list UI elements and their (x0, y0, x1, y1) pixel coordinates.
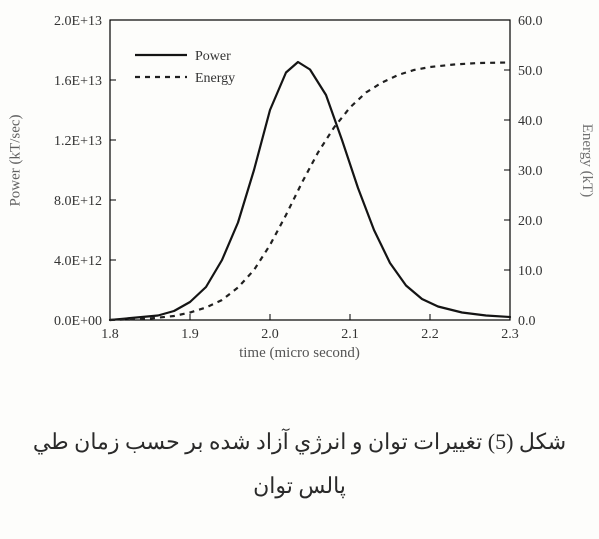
x-tick-label: 1.8 (101, 327, 119, 342)
x-tick-label: 2.2 (421, 327, 439, 342)
yl-tick-label: 0.0E+00 (54, 314, 102, 329)
yl-tick-label: 4.0E+12 (54, 254, 102, 269)
x-tick-label: 2.3 (501, 327, 519, 342)
yr-tick-label: 50.0 (518, 64, 543, 79)
x-tick-label: 1.9 (181, 327, 199, 342)
yr-tick-label: 40.0 (518, 114, 543, 129)
yr-tick-label: 30.0 (518, 164, 543, 179)
yl-tick-label: 2.0E+13 (54, 14, 102, 29)
yl-tick-label: 8.0E+12 (54, 194, 102, 209)
caption-line-1: شکل (5) تغییرات توان و انرژي آزاد شده بر… (33, 429, 566, 454)
energy-line (110, 63, 510, 321)
caption-line-2: پالس توان (253, 473, 346, 498)
x-tick-label: 2.0 (261, 327, 279, 342)
chart-svg: 1.8 1.9 2.0 2.1 2.2 2.3 0.0E+00 4.0E+12 8.0E+12 1… (0, 0, 599, 345)
yr-tick-label: 0.0 (518, 314, 536, 329)
y-axis-right-title: Energy (kT) (579, 123, 596, 196)
legend-energy-label: Energy (195, 71, 235, 86)
yr-tick-label: 10.0 (518, 264, 543, 279)
chart-container: Power (kT/sec) Energy (kT) 1.8 1.9 2.0 2.1 2… (0, 0, 599, 380)
legend-power-label: Power (195, 49, 231, 64)
y-axis-right-title-container: Energy (kT) (577, 0, 597, 320)
y-axis-left-title: Power (kT/sec) (8, 114, 25, 206)
page: { "chart": { "type": "line-dual-axis", "… (0, 0, 599, 539)
x-axis-title: time (micro second) (0, 345, 599, 362)
y-axis-left-title-container: Power (kT/sec) (6, 0, 26, 320)
figure-caption: شکل (5) تغییرات توان و انرژي آزاد شده بر… (0, 420, 599, 508)
yr-tick-label: 60.0 (518, 14, 543, 29)
plot-frame (110, 20, 510, 320)
yl-tick-label: 1.6E+13 (54, 74, 102, 89)
yl-tick-label: 1.2E+13 (54, 134, 102, 149)
yr-tick-label: 20.0 (518, 214, 543, 229)
x-tick-label: 2.1 (341, 327, 359, 342)
power-line (110, 62, 510, 320)
